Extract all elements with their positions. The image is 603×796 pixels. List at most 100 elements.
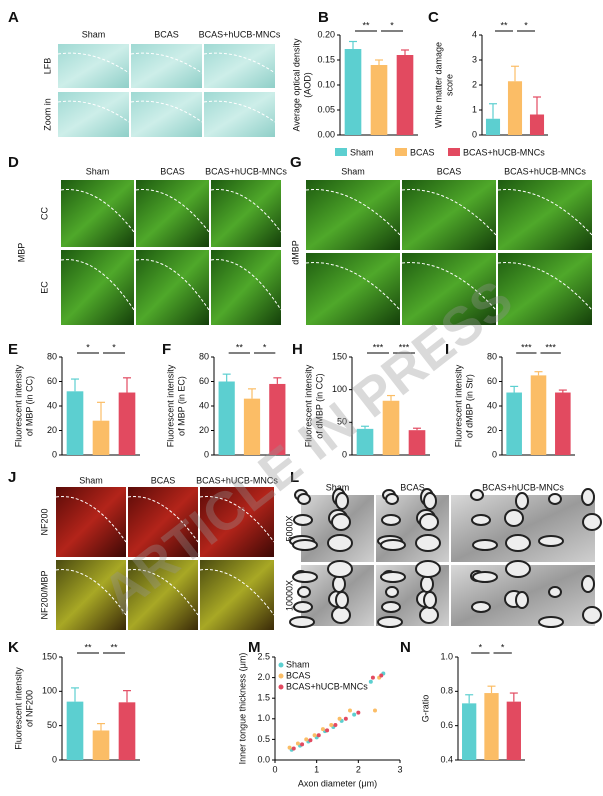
- micrograph: [131, 92, 202, 137]
- y-axis-label: Fluorescent intensity: [453, 364, 463, 447]
- bar: [507, 81, 523, 135]
- legend-swatch: [335, 148, 347, 156]
- scatter-point: [295, 741, 300, 746]
- y-tick-label: 1.5: [257, 693, 270, 703]
- bar: [485, 118, 501, 135]
- y-tick-label: 0.20: [317, 29, 335, 39]
- boundary: [57, 52, 130, 74]
- boundary: [199, 569, 275, 616]
- legend-label: BCAS+hUCB-MNCs: [463, 147, 545, 157]
- axon-profile: [582, 606, 602, 624]
- boundary: [203, 100, 276, 123]
- bar: [269, 383, 286, 455]
- row-label: CC: [39, 207, 49, 220]
- column-label: Sham: [86, 166, 110, 176]
- axon-profile: [327, 560, 353, 578]
- y-tick-label: 50: [337, 417, 347, 427]
- boundary: [199, 496, 275, 543]
- y-tick-label: 1.0: [257, 713, 270, 723]
- bar: [506, 392, 522, 455]
- y-tick-label: 100: [332, 384, 347, 394]
- y-tick-label: 0: [52, 449, 57, 459]
- scatter-point: [329, 722, 334, 727]
- legend-swatch: [448, 148, 460, 156]
- significance-label: ***: [399, 342, 410, 352]
- axon-profile: [335, 591, 349, 609]
- scatter-point: [343, 716, 348, 721]
- scatter-point: [300, 742, 305, 747]
- axon-profile: [471, 514, 491, 526]
- bar: [344, 49, 362, 135]
- column-label: BCAS: [160, 166, 185, 176]
- boundary: [127, 496, 199, 543]
- significance-label: *: [86, 342, 90, 352]
- bar: [382, 400, 400, 455]
- x-tick-label: 2: [356, 764, 361, 774]
- x-tick-label: 0: [272, 764, 277, 774]
- y-tick-label: 4: [472, 29, 477, 39]
- micrograph: [204, 92, 275, 137]
- y-tick-label: 2.0: [257, 672, 270, 682]
- boundary: [60, 189, 135, 233]
- axon-profile: [335, 492, 349, 510]
- axon-profile: [505, 534, 531, 552]
- panel-letter: M: [248, 639, 261, 656]
- row-label: 5000X: [284, 515, 294, 541]
- axon-profile: [327, 534, 353, 552]
- y-tick-label: 0.15: [317, 54, 335, 64]
- boundary: [127, 569, 199, 616]
- bar: [370, 65, 388, 135]
- scatter-point: [291, 746, 296, 751]
- micrograph: [56, 560, 126, 630]
- axon-profile: [297, 493, 311, 505]
- row-label: Zoom in: [42, 98, 52, 131]
- y-tick-label: 0: [204, 449, 209, 459]
- y-tick-label: 80: [199, 351, 209, 361]
- y-tick-label: 50: [47, 720, 57, 730]
- bar: [66, 701, 84, 760]
- y-tick-label: 2: [472, 79, 477, 89]
- y-tick-label: 0.10: [317, 79, 335, 89]
- panel-letter: G: [290, 154, 302, 171]
- scatter-point: [356, 710, 361, 715]
- micrograph: [306, 180, 400, 250]
- boundary: [60, 259, 135, 311]
- y-axis-label: of dMBP (in Str): [464, 374, 474, 438]
- column-label: BCAS+hUCB-MNCs: [199, 29, 281, 39]
- column-label: BCAS+hUCB-MNCs: [482, 482, 564, 492]
- column-label: BCAS: [437, 166, 462, 176]
- axon-profile: [471, 601, 491, 613]
- micrograph: [306, 253, 400, 325]
- scatter-point: [325, 728, 330, 733]
- micrograph: [61, 180, 134, 247]
- scatter-point: [370, 675, 375, 680]
- boundary: [210, 259, 282, 311]
- micrograph: [211, 180, 281, 247]
- micrograph: [61, 250, 134, 325]
- bar: [462, 703, 477, 760]
- y-axis-label: Average optical density: [291, 38, 301, 131]
- y-tick-label: 1.0: [440, 651, 453, 661]
- bar: [66, 391, 84, 455]
- micrograph: [211, 250, 281, 325]
- bar: [396, 55, 414, 135]
- boundary: [135, 189, 210, 233]
- axon-profile: [423, 591, 437, 609]
- significance-label: **: [500, 20, 508, 30]
- y-tick-label: 0: [472, 129, 477, 139]
- significance-label: *: [112, 342, 116, 352]
- bar: [243, 398, 261, 455]
- micrograph: [498, 180, 592, 250]
- y-tick-label: 60: [199, 376, 209, 386]
- boundary: [55, 569, 127, 616]
- y-axis-label: G-ratio: [420, 695, 430, 723]
- column-label: Sham: [79, 475, 103, 485]
- bar: [408, 430, 426, 455]
- y-axis-label: Fluorescent intensity: [13, 667, 23, 750]
- bar: [118, 392, 136, 455]
- legend-label: Sham: [286, 659, 310, 669]
- significance-label: *: [501, 642, 505, 652]
- bar: [218, 381, 235, 455]
- y-tick-label: 20: [47, 425, 57, 435]
- column-label: BCAS+hUCB-MNCs: [205, 166, 287, 176]
